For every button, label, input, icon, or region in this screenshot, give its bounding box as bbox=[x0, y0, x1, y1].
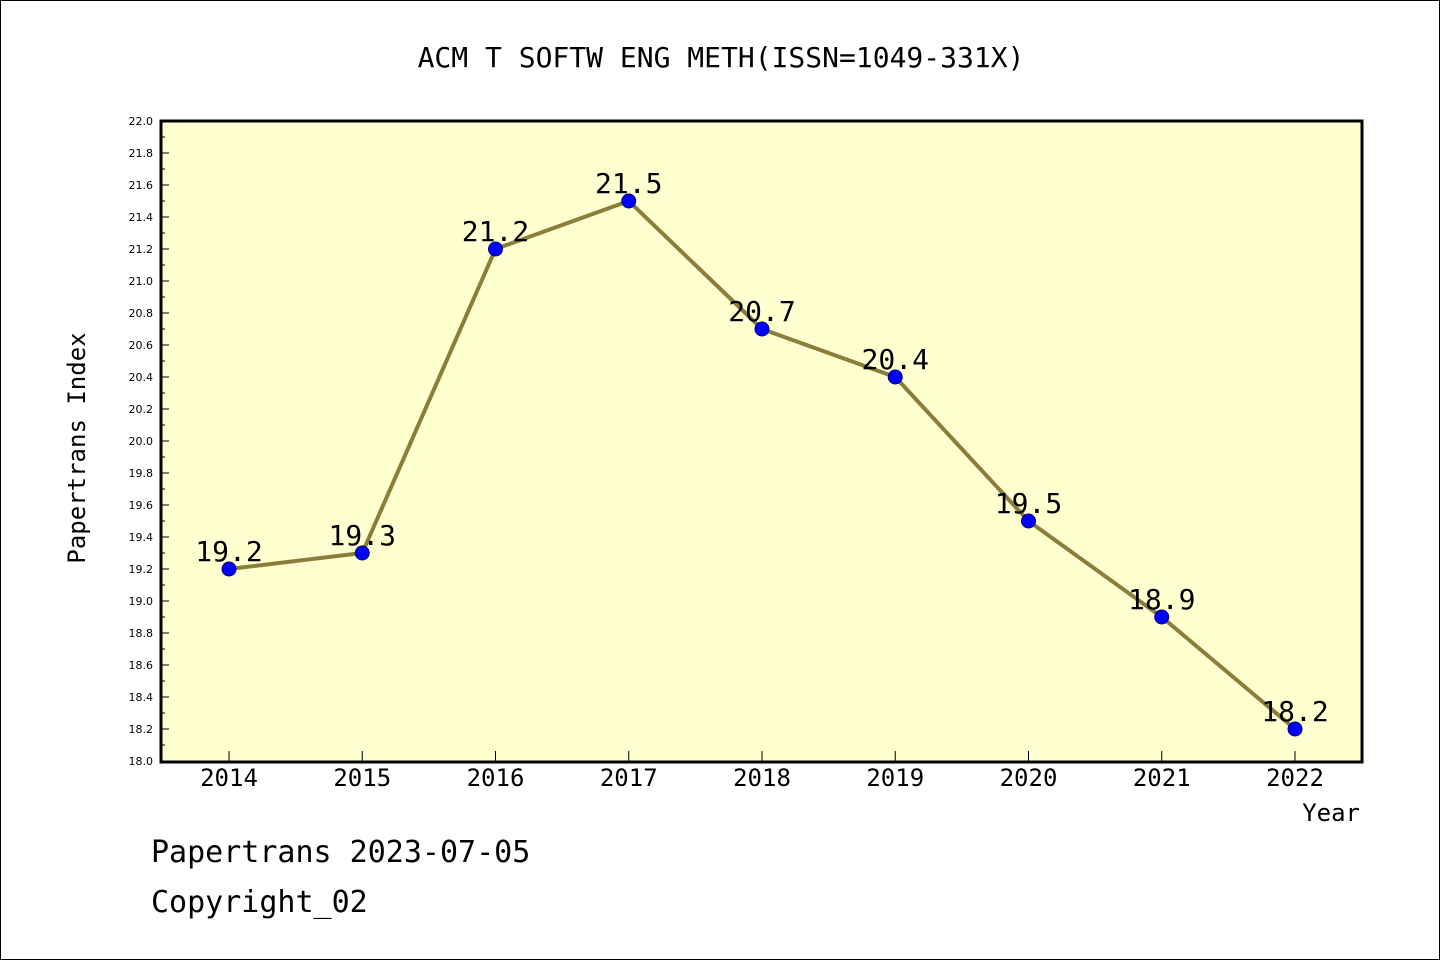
y-tick-label: 20.4 bbox=[129, 371, 154, 384]
x-tick-label: 2017 bbox=[600, 764, 658, 792]
y-tick-label: 18.2 bbox=[129, 723, 154, 736]
y-tick-label: 19.2 bbox=[129, 563, 154, 576]
y-tick-label: 19.0 bbox=[129, 595, 154, 608]
y-tick-label: 21.6 bbox=[129, 179, 154, 192]
data-label: 19.5 bbox=[995, 487, 1062, 520]
data-point bbox=[354, 545, 370, 561]
data-label: 21.5 bbox=[595, 167, 662, 200]
data-label: 19.2 bbox=[195, 535, 262, 568]
plot-frame bbox=[159, 119, 1364, 764]
footer-copyright: Copyright_02 bbox=[151, 885, 368, 920]
chart-title: ACM T SOFTW ENG METH(ISSN=1049-331X) bbox=[418, 41, 1025, 74]
data-label: 18.9 bbox=[1128, 583, 1195, 616]
y-tick-label: 21.8 bbox=[129, 147, 154, 160]
x-tick-label: 2018 bbox=[733, 764, 791, 792]
data-point bbox=[1021, 513, 1036, 529]
series-group: 19.2 19.3 21.2 21.5 20.7 20.4 19.5 18.9 18.2 bbox=[195, 167, 1329, 737]
y-tick-label: 18.6 bbox=[129, 659, 154, 672]
y-axis-label: Papertrans Index bbox=[63, 332, 91, 563]
y-tick-label: 18.4 bbox=[129, 691, 154, 704]
x-tick-label: 2014 bbox=[200, 764, 258, 792]
data-label: 18.2 bbox=[1261, 695, 1328, 728]
x-tick-label: 2016 bbox=[467, 764, 525, 792]
y-tick-label: 19.4 bbox=[129, 531, 154, 544]
y-tick-label: 18.0 bbox=[129, 755, 154, 768]
x-tick-label: 2020 bbox=[1000, 764, 1058, 792]
footer-date: Papertrans 2023-07-05 bbox=[151, 835, 531, 870]
plot-area bbox=[161, 121, 1362, 762]
y-tick-label: 20.0 bbox=[129, 435, 154, 448]
data-point bbox=[221, 561, 237, 577]
y-tick-label: 22.0 bbox=[129, 115, 154, 128]
x-tick-label: 2021 bbox=[1133, 764, 1191, 792]
y-tick-label: 21.0 bbox=[129, 275, 154, 288]
data-point bbox=[754, 321, 770, 337]
data-label: 20.7 bbox=[728, 295, 795, 328]
data-point bbox=[488, 241, 503, 257]
data-point bbox=[887, 369, 903, 385]
data-point bbox=[1287, 721, 1303, 737]
x-tick-label: 2015 bbox=[333, 764, 391, 792]
y-tick-label: 19.6 bbox=[129, 499, 154, 512]
data-point bbox=[1154, 609, 1170, 625]
x-tick-label: 2019 bbox=[866, 764, 924, 792]
y-tick-label: 20.2 bbox=[129, 403, 154, 416]
x-tick-label: 2022 bbox=[1266, 764, 1324, 792]
data-label: 21.2 bbox=[462, 215, 529, 248]
x-axis: 2014 2015 2016 2017 2018 2019 2020 2021 2022 bbox=[200, 751, 1324, 792]
data-label: 19.3 bbox=[329, 519, 396, 552]
y-tick-label: 20.6 bbox=[129, 339, 154, 352]
y-tick-label: 20.8 bbox=[129, 307, 154, 320]
x-axis-label: Year bbox=[1302, 799, 1360, 827]
y-tick-label: 21.2 bbox=[129, 243, 154, 256]
data-point bbox=[621, 193, 637, 209]
y-tick-label: 19.8 bbox=[129, 467, 154, 480]
y-tick-label: 21.4 bbox=[129, 211, 154, 224]
data-label: 20.4 bbox=[862, 343, 929, 376]
y-tick-label: 18.8 bbox=[129, 627, 154, 640]
y-axis: 18.0 18.2 18.4 18.6 18.8 19.0 19.2 19.4 19.6 19.8… bbox=[129, 115, 169, 768]
